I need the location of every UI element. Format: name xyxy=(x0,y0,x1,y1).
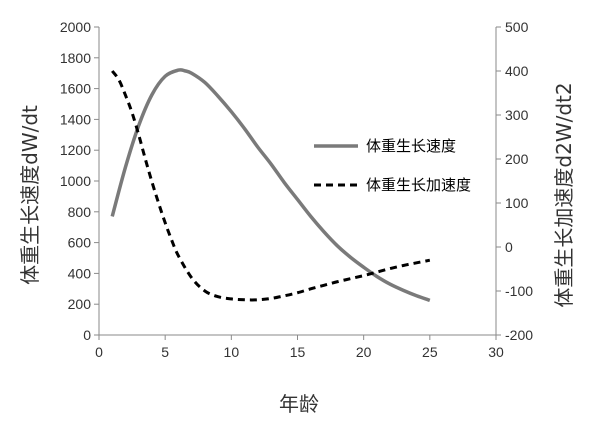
y-tick-label-left: 400 xyxy=(68,265,92,281)
series-line-growth-velocity xyxy=(110,68,431,303)
y-tick-label-left: 1000 xyxy=(60,173,91,189)
x-tick-label: 20 xyxy=(356,344,372,360)
y-tick-label-right: -200 xyxy=(505,327,533,343)
y-tick-label-right: -100 xyxy=(505,283,533,299)
y-tick-label-left: 1200 xyxy=(60,142,91,158)
y-tick-label-right: 500 xyxy=(505,19,529,35)
x-tick-label: 15 xyxy=(290,344,306,360)
x-tick-label: 10 xyxy=(224,344,240,360)
y-tick-label-left: 1400 xyxy=(60,111,91,127)
y-tick-label-left: 2000 xyxy=(60,19,91,35)
x-tick-label: 0 xyxy=(95,344,103,360)
x-tick-label: 5 xyxy=(161,344,169,360)
series-lines xyxy=(110,68,431,303)
y-tick-label-right: 0 xyxy=(505,239,513,255)
tick-labels: 0 5 10 15 20 25 300200400600800100012001400160… xyxy=(60,19,533,360)
y-tick-label-left: 800 xyxy=(68,204,92,220)
y-tick-label-right: 400 xyxy=(505,63,529,79)
x-tick-label: 30 xyxy=(488,344,504,360)
y-tick-label-left: 0 xyxy=(83,327,91,343)
y-tick-label-left: 1800 xyxy=(60,50,91,66)
y-tick-label-right: 300 xyxy=(505,107,529,123)
series-line-growth-acceleration xyxy=(111,70,431,302)
x-axis-title: 年龄 xyxy=(279,392,319,416)
legend: 体重生长速度 体重生长加速度 xyxy=(314,137,471,194)
y-tick-label-right: 200 xyxy=(505,151,529,167)
legend-label-growth-acceleration: 体重生长加速度 xyxy=(366,176,471,194)
x-tick-label: 25 xyxy=(422,344,438,360)
y-tick-label-left: 1600 xyxy=(60,81,91,97)
axes xyxy=(94,26,501,340)
y-tick-label-left: 600 xyxy=(68,235,92,251)
y-axis-title-right: 体重生长加速度d2W/dt2 xyxy=(552,82,576,307)
y-axis-title-left: 体重生长速度dW/dt xyxy=(18,105,42,285)
y-tick-label-left: 200 xyxy=(68,296,92,312)
legend-label-growth-velocity: 体重生长速度 xyxy=(366,137,456,155)
y-tick-label-right: 100 xyxy=(505,195,529,211)
